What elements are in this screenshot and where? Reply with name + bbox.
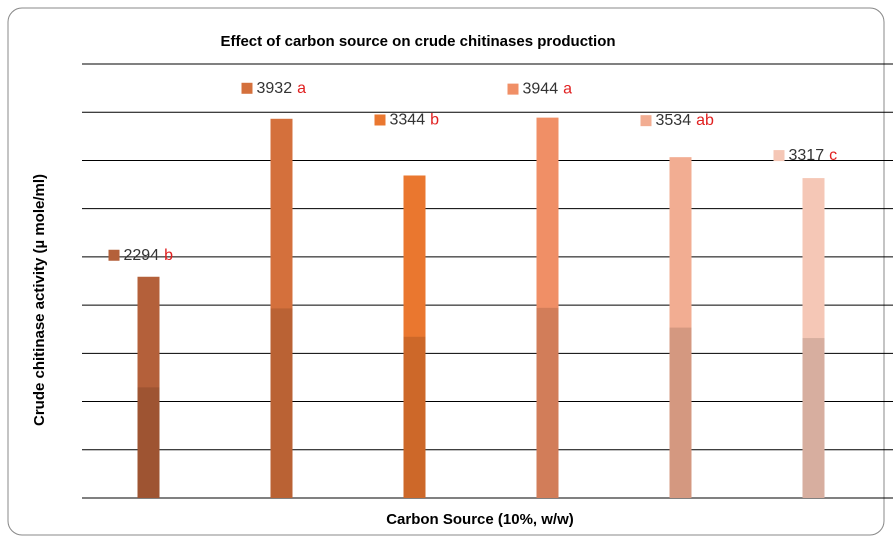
bar — [802, 178, 825, 498]
chart-border — [7, 7, 885, 536]
data-value: 3317 — [789, 147, 825, 164]
data-label: 3932 a — [257, 80, 307, 97]
bar-shade — [536, 307, 559, 498]
data-value: 3344 — [390, 112, 426, 129]
bar-shade — [137, 387, 160, 498]
bar — [669, 157, 692, 498]
significance-letter: ab — [696, 112, 714, 129]
data-value: 3944 — [523, 81, 559, 98]
significance-letter: b — [164, 247, 173, 264]
significance-letter: a — [297, 80, 306, 97]
bar — [137, 276, 160, 498]
label-marker — [640, 115, 652, 127]
bar — [270, 118, 293, 498]
label-marker — [507, 83, 519, 95]
data-label: 3344 b — [390, 112, 440, 129]
label-marker — [374, 114, 386, 126]
data-label: 2294 b — [124, 247, 174, 264]
data-value: 3932 — [257, 80, 293, 97]
data-label: 3317 c — [789, 147, 838, 164]
label-marker — [108, 249, 120, 261]
data-value: 3534 — [656, 112, 692, 129]
bar-shade — [270, 308, 293, 498]
bar-shade — [669, 327, 692, 498]
significance-letter: b — [430, 112, 439, 129]
chart-title: Effect of carbon source on crude chitina… — [220, 33, 615, 50]
significance-letter: a — [563, 81, 572, 98]
data-value: 2294 — [124, 247, 160, 264]
bar — [403, 175, 426, 498]
bar-shade — [403, 336, 426, 498]
label-marker — [773, 150, 785, 162]
significance-letter: c — [829, 147, 837, 164]
y-axis-label: Crude chitinase activity (µ mole/ml) — [31, 174, 48, 426]
bar-shade — [802, 338, 825, 498]
x-axis-label: Carbon Source (10%, w/w) — [386, 511, 574, 528]
data-label: 3944 a — [523, 81, 573, 98]
label-marker — [241, 82, 253, 94]
data-label: 3534 ab — [656, 112, 714, 129]
bar — [536, 117, 559, 498]
